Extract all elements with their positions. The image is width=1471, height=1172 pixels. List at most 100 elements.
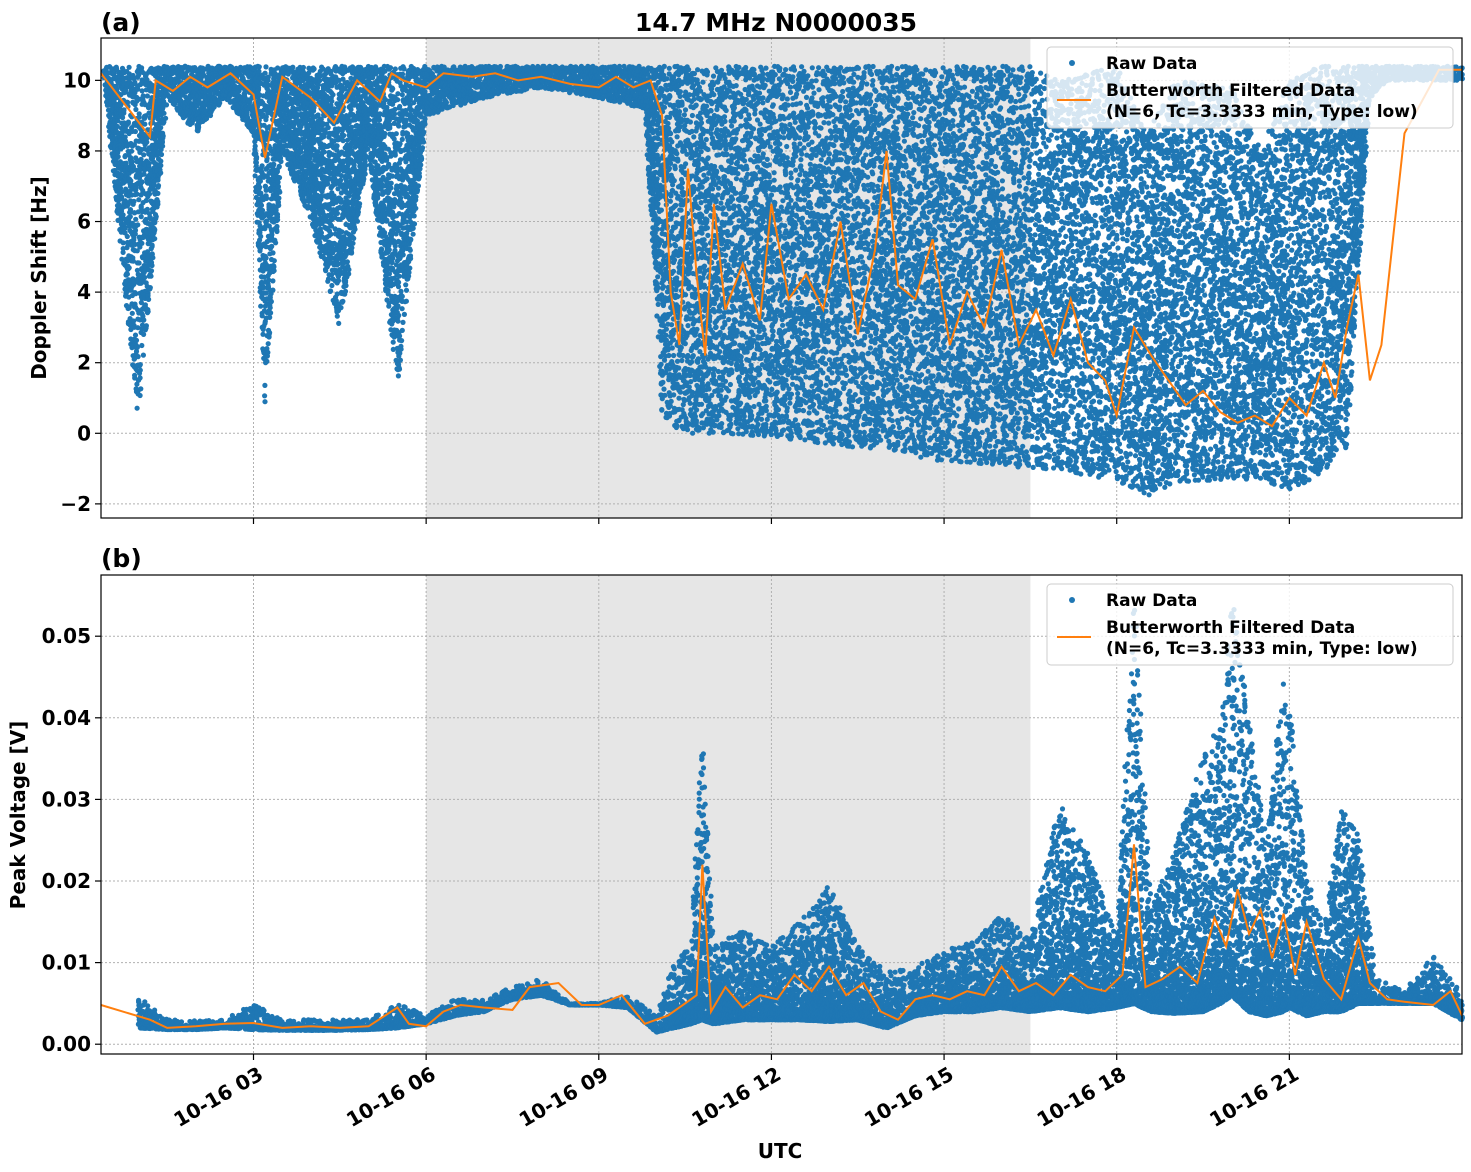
raw-point-A-2331 bbox=[265, 350, 270, 355]
raw-point-A-735 bbox=[138, 386, 143, 391]
raw-point-A-4818 bbox=[383, 97, 388, 102]
raw-point-A-3959 bbox=[343, 289, 348, 294]
raw-point-A-3385 bbox=[317, 78, 322, 83]
raw-point-A-2296 bbox=[264, 359, 269, 364]
raw-point-A-594 bbox=[133, 129, 138, 134]
raw-point-A-748 bbox=[140, 179, 145, 184]
raw-point-A-789 bbox=[141, 152, 146, 157]
raw-point-A-4196 bbox=[352, 227, 357, 232]
raw-point-A-1130 bbox=[156, 185, 161, 190]
raw-point-A-2806 bbox=[290, 65, 295, 70]
raw-point-A-2587 bbox=[277, 190, 282, 195]
raw-point-A-4975 bbox=[390, 86, 395, 91]
raw-point-A-1045 bbox=[152, 236, 157, 241]
raw-point-A-3887 bbox=[339, 229, 344, 234]
raw-point-A-4914 bbox=[388, 65, 393, 70]
raw-point-A-787 bbox=[141, 317, 146, 322]
raw-point-A-445 bbox=[127, 265, 132, 270]
raw-point-A-604 bbox=[133, 333, 138, 338]
raw-point-A-418 bbox=[125, 272, 130, 277]
raw-point-A-4257 bbox=[356, 195, 361, 200]
raw-point-A-4928 bbox=[388, 154, 393, 159]
raw-point-A-4152 bbox=[351, 236, 356, 241]
raw-point-A-1209 bbox=[161, 133, 166, 138]
raw-point-A-4934 bbox=[388, 185, 393, 190]
raw-point-A-315 bbox=[120, 115, 125, 120]
raw-point-A-2405 bbox=[269, 244, 274, 249]
raw-point-A-3671 bbox=[329, 283, 334, 288]
raw-point-A-668 bbox=[136, 197, 141, 202]
raw-point-A-4014 bbox=[345, 259, 350, 264]
raw-point-A-1168 bbox=[158, 162, 163, 167]
raw-point-A-4145 bbox=[350, 241, 355, 246]
raw-point-A-3633 bbox=[328, 232, 333, 237]
raw-point-A-2519 bbox=[274, 229, 279, 234]
raw-point-A-3934 bbox=[341, 133, 346, 138]
raw-point-A-1097 bbox=[155, 191, 160, 196]
raw-point-A-270 bbox=[118, 103, 123, 108]
figure-title: 14.7 MHz N0000035 bbox=[635, 8, 917, 37]
raw-point-A-937 bbox=[148, 285, 153, 290]
raw-point-A-979 bbox=[150, 244, 155, 249]
raw-point-A-3821 bbox=[336, 321, 341, 326]
raw-point-A-680 bbox=[137, 260, 142, 265]
raw-point-A-1170 bbox=[158, 170, 163, 175]
raw-point-A-561 bbox=[131, 199, 136, 204]
raw-point-A-3609 bbox=[328, 288, 333, 293]
raw-point-A-4105 bbox=[349, 250, 354, 255]
raw-point-A-453 bbox=[126, 120, 131, 125]
raw-point-A-713 bbox=[138, 393, 143, 398]
raw-point-A-630 bbox=[133, 338, 138, 343]
raw-point-A-344 bbox=[121, 107, 126, 112]
raw-point-A-2259 bbox=[262, 393, 267, 398]
raw-point-A-3812 bbox=[336, 278, 341, 283]
raw-point-A-823 bbox=[142, 122, 147, 127]
raw-point-A-2455 bbox=[271, 263, 276, 268]
raw-point-A-3894 bbox=[341, 138, 346, 143]
raw-point-A-496 bbox=[128, 214, 133, 219]
raw-point-A-2569 bbox=[276, 203, 281, 208]
raw-point-A-2046 bbox=[252, 148, 257, 153]
raw-point-A-2421 bbox=[270, 250, 275, 255]
raw-point-A-981 bbox=[149, 268, 154, 273]
raw-point-A-2160 bbox=[259, 203, 264, 208]
raw-point-A-4401 bbox=[363, 163, 368, 168]
raw-point-A-649 bbox=[135, 344, 140, 349]
raw-point-A-1182 bbox=[159, 152, 164, 157]
raw-point-A-3243 bbox=[312, 66, 317, 71]
raw-point-A-2276 bbox=[264, 255, 269, 260]
raw-point-A-778 bbox=[141, 353, 146, 358]
raw-point-A-2550 bbox=[275, 214, 280, 219]
raw-point-A-688 bbox=[137, 115, 142, 120]
raw-point-A-4365 bbox=[360, 181, 365, 186]
raw-point-A-4889 bbox=[386, 304, 391, 309]
raw-point-A-2041 bbox=[253, 144, 258, 149]
raw-point-A-4038 bbox=[346, 271, 351, 276]
raw-point-A-635 bbox=[135, 406, 140, 411]
raw-point-A-4908 bbox=[387, 247, 392, 252]
raw-point-A-196 bbox=[116, 154, 121, 159]
raw-point-A-872 bbox=[145, 93, 150, 98]
raw-point-A-709 bbox=[138, 375, 143, 380]
raw-point-A-4126 bbox=[349, 245, 354, 250]
raw-point-A-718 bbox=[138, 362, 143, 367]
raw-point-A-4104 bbox=[348, 76, 353, 81]
raw-point-A-4396 bbox=[363, 171, 368, 176]
raw-point-A-3866 bbox=[338, 178, 343, 183]
raw-point-A-669 bbox=[136, 354, 141, 359]
raw-point-A-1110 bbox=[155, 178, 160, 183]
raw-point-A-902 bbox=[146, 297, 151, 302]
raw-point-A-610 bbox=[133, 107, 138, 112]
raw-point-A-4223 bbox=[355, 219, 360, 224]
raw-point-A-4648 bbox=[376, 192, 381, 197]
raw-point-A-1198 bbox=[160, 144, 165, 149]
raw-point-A-714 bbox=[138, 368, 143, 373]
raw-point-A-544 bbox=[130, 311, 135, 316]
raw-point-A-1041 bbox=[152, 228, 157, 233]
raw-point-A-2157 bbox=[258, 234, 263, 239]
raw-point-A-973 bbox=[149, 263, 154, 268]
raw-point-A-2590 bbox=[277, 164, 282, 169]
raw-point-A-2499 bbox=[273, 240, 278, 245]
